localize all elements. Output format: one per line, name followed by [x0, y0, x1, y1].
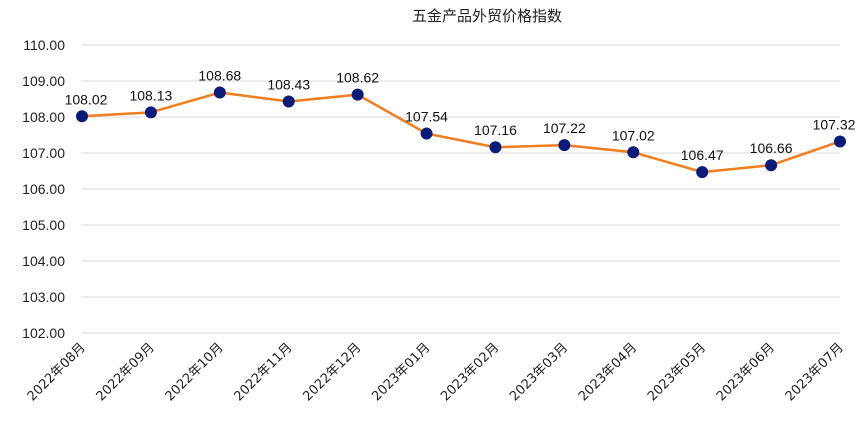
data-point	[558, 139, 571, 152]
data-point	[351, 88, 364, 101]
data-label: 108.68	[198, 68, 241, 84]
y-tick-label: 103.00	[22, 289, 65, 305]
data-point	[765, 159, 778, 172]
x-tick-label: 2023年03月	[507, 340, 571, 404]
x-tick-label: 2022年11月	[231, 340, 295, 404]
data-label: 106.47	[681, 147, 724, 163]
data-label: 108.43	[267, 77, 310, 93]
data-label: 107.16	[474, 122, 517, 138]
data-label: 107.22	[543, 120, 586, 136]
x-tick-label: 2023年04月	[576, 340, 640, 404]
data-point	[420, 127, 433, 140]
data-label: 108.02	[65, 91, 108, 107]
series-line	[81, 91, 841, 174]
series-points	[76, 86, 846, 179]
data-point	[627, 146, 640, 159]
x-axis-ticks: 2022年08月 2022年09月 2022年10月 2022年11月 2022年12月…	[25, 340, 847, 404]
data-label: 107.02	[612, 127, 655, 143]
y-tick-label: 102.00	[22, 325, 65, 341]
data-label: 108.62	[336, 70, 379, 86]
data-point	[489, 141, 502, 154]
x-tick-label: 2023年02月	[438, 340, 502, 404]
data-label: 107.54	[405, 109, 448, 125]
y-axis-ticks: 102.00 103.00 104.00 105.00 106.00 107.00 108.…	[22, 37, 65, 341]
gridlines	[82, 44, 840, 334]
data-point	[76, 110, 88, 123]
x-tick-label: 2022年09月	[94, 340, 158, 404]
y-tick-label: 105.00	[22, 217, 65, 233]
y-tick-label: 107.00	[22, 145, 65, 161]
y-tick-label: 104.00	[22, 253, 65, 269]
x-tick-label: 2023年05月	[645, 340, 709, 404]
data-labels: 108.02 108.13 108.68 108.43 108.62 107.54 107.…	[65, 68, 856, 164]
data-point	[696, 166, 709, 179]
data-point	[834, 135, 846, 148]
x-tick-label: 2023年07月	[783, 340, 847, 404]
y-tick-label: 108.00	[22, 109, 65, 125]
x-tick-label: 2023年06月	[714, 340, 778, 404]
y-tick-label: 106.00	[22, 181, 65, 197]
data-label: 108.13	[129, 87, 172, 103]
x-tick-label: 2022年10月	[163, 340, 227, 404]
data-point	[144, 106, 157, 119]
y-tick-label: 109.00	[22, 73, 65, 89]
series-line-path	[81, 91, 841, 174]
chart-title: 五金产品外贸价格指数	[412, 7, 562, 25]
data-label: 106.66	[750, 140, 793, 156]
x-tick-label: 2023年01月	[369, 340, 433, 404]
x-tick-label: 2022年08月	[25, 340, 89, 404]
x-tick-label: 2022年12月	[300, 340, 364, 404]
data-label: 107.32	[813, 116, 856, 132]
y-tick-label: 110.00	[23, 37, 65, 53]
data-point	[213, 86, 226, 99]
data-point	[282, 95, 295, 108]
